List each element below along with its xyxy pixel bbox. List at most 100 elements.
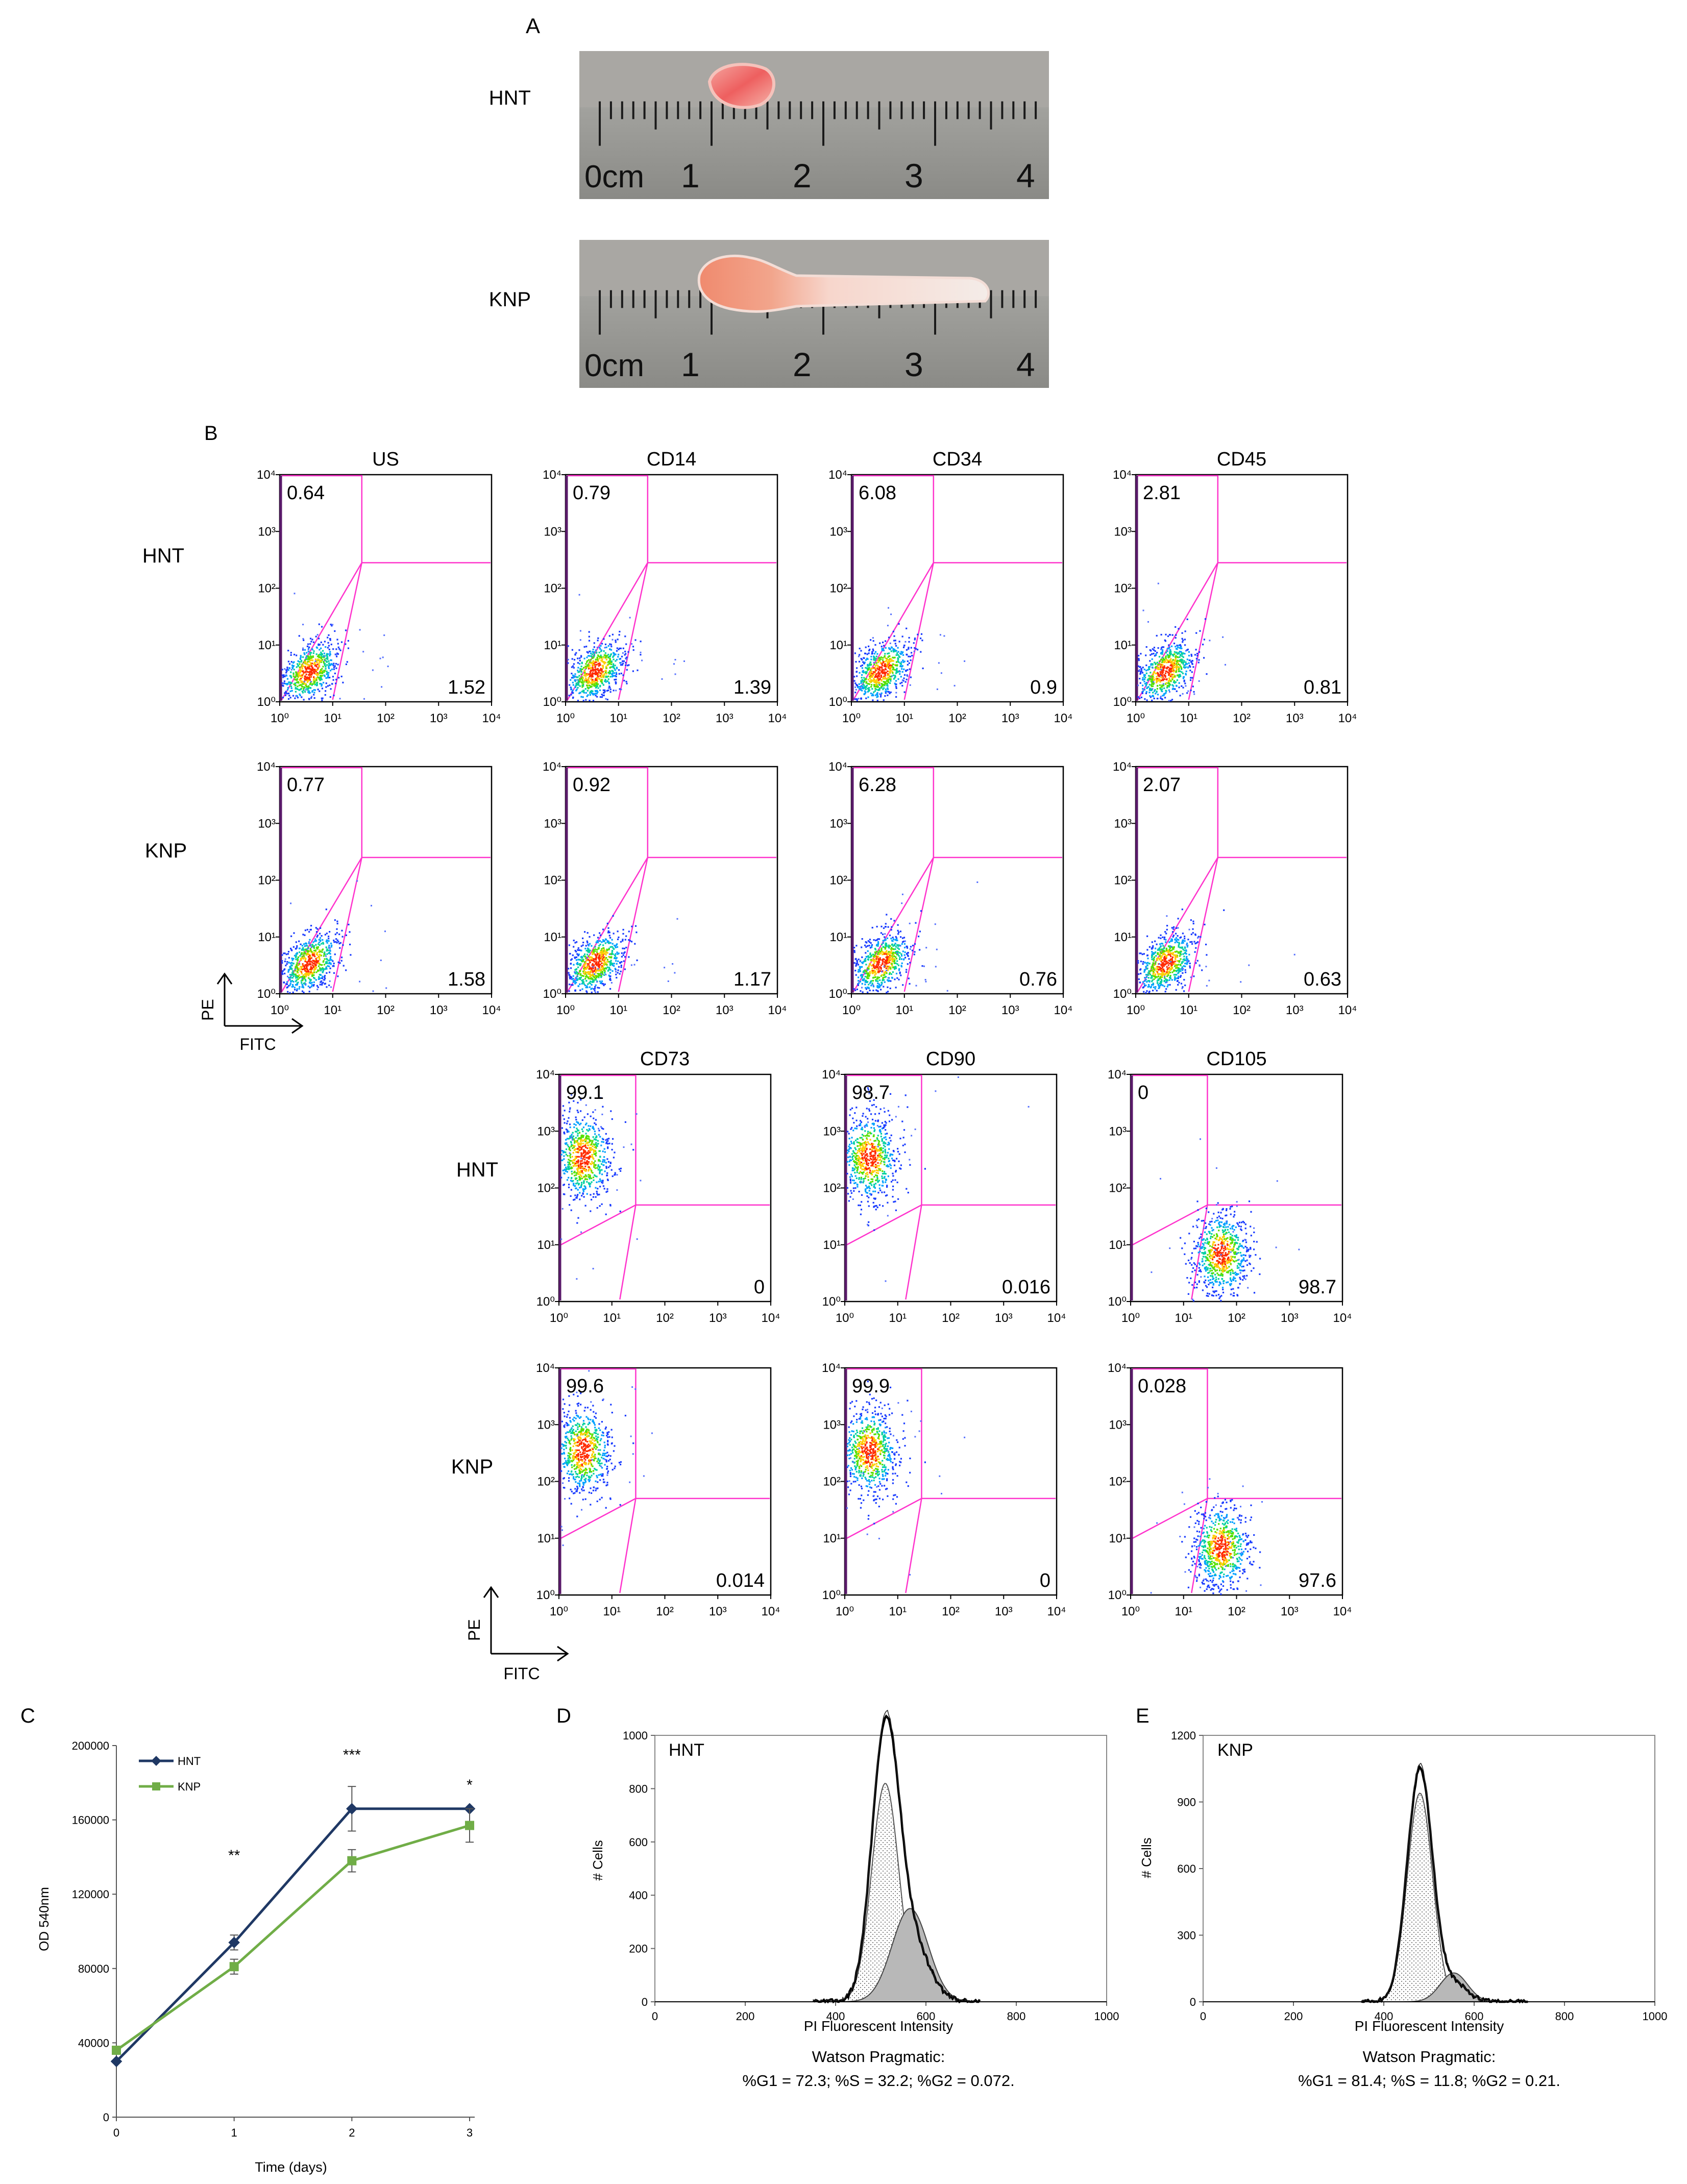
plot-title: CD90 <box>926 1048 975 1070</box>
x-tick-label: 10⁴ <box>761 1311 780 1325</box>
x-tick-label: 10⁴ <box>1047 1605 1066 1618</box>
e-x-tick-label: 400 <box>1375 2010 1393 2023</box>
x-tick-label: 10⁴ <box>1054 1003 1072 1017</box>
panel-c-xlabel: Time (days) <box>255 2160 327 2175</box>
gate-percent-upper: 6.08 <box>859 482 896 504</box>
x-tick-label: 10² <box>1233 711 1251 725</box>
plot-frame <box>1130 1367 1343 1596</box>
x-tick-label: 10³ <box>430 711 448 725</box>
gate-percent-upper: 2.81 <box>1143 482 1181 504</box>
gate-percent-lower: 0.63 <box>1304 969 1341 990</box>
x-tick-label: 10⁰ <box>836 1605 854 1618</box>
y-tick-label: 10⁴ <box>257 760 276 774</box>
e-x-tick-label: 0 <box>1200 2010 1206 2023</box>
flow-plot-cd14-hnt: 10⁰ 10⁰ 10¹ 10¹ 10² 10² 10³ 10³ 10⁴ 10⁴ CD14 0.79 1.… <box>543 449 787 725</box>
x-tick-label: 10⁰ <box>842 1003 861 1017</box>
gate-lower-right <box>332 562 491 700</box>
e-y-tick-label: 1200 <box>1171 1729 1196 1742</box>
x-tick-label: 10² <box>377 1003 395 1017</box>
x-tick-label: 10⁴ <box>482 1003 501 1017</box>
gate-lower-right <box>1188 562 1347 700</box>
d-y-tick-label: 200 <box>629 1943 648 1955</box>
y-tick-label: 10⁴ <box>1113 468 1132 482</box>
gate-lower-right <box>618 562 776 700</box>
gate-percent-lower: 0.014 <box>716 1570 765 1591</box>
x-tick-label: 10⁴ <box>1047 1311 1066 1325</box>
x-tick-label: 10² <box>656 1605 674 1618</box>
y-tick-label: 10⁰ <box>1113 987 1132 1001</box>
gate-percent-lower: 0.016 <box>1002 1277 1050 1298</box>
scatter-points <box>281 593 389 701</box>
x-tick-label: 10³ <box>709 1311 727 1325</box>
y-tick-label: 10³ <box>829 817 847 830</box>
x-tick-label: 10³ <box>1001 711 1019 725</box>
x-tick-label: 10¹ <box>1180 711 1197 725</box>
row-label-hnt-bottom: HNT <box>456 1159 498 1181</box>
gate-lower-right <box>1191 1498 1341 1593</box>
gate-percent-upper: 6.28 <box>859 774 896 796</box>
y-tick-label: 10² <box>1114 582 1132 596</box>
y-tick-label: 10³ <box>823 1418 841 1432</box>
y-tick-label: 10⁰ <box>536 1295 555 1309</box>
panel-d: D HNT # Cells PI Fluorescent Intensity W… <box>556 1705 1119 2090</box>
c-legend-marker <box>151 1756 161 1766</box>
gate-percent-lower: 98.7 <box>1299 1277 1336 1298</box>
y-tick-label: 10¹ <box>258 639 276 652</box>
d-x-tick-label: 400 <box>826 2010 845 2023</box>
ruler-label-2: 2 <box>793 346 812 383</box>
plot-title: CD73 <box>640 1048 690 1070</box>
ruler-label-4: 4 <box>1016 157 1035 194</box>
gate-percent-lower: 1.52 <box>448 677 485 698</box>
plot-frame <box>565 474 778 703</box>
plot-title: US <box>372 449 399 470</box>
c-point <box>347 1856 357 1866</box>
y-tick-label: 10³ <box>1109 1124 1127 1138</box>
x-tick-label: 10² <box>942 1311 960 1325</box>
y-tick-label: 10⁴ <box>822 1068 841 1082</box>
c-series-knp <box>112 1808 474 2055</box>
x-tick-label: 10⁰ <box>271 711 289 725</box>
axis-arrows-bottom <box>483 1586 569 1662</box>
flow-plot-cd105-hnt: 10⁰ 10⁰ 10¹ 10¹ 10² 10² 10³ 10³ 10⁴ 10⁴ CD105 0 98.7 <box>1108 1048 1352 1325</box>
c-significance: * <box>467 1777 473 1794</box>
panel-c: C OD 540nm Time (days) 04000080000120000… <box>20 1705 476 2175</box>
c-y-tick-label: 200000 <box>72 1739 109 1752</box>
flow-plot-cd34-hnt: 10⁰ 10⁰ 10¹ 10¹ 10² 10² 10³ 10³ 10⁴ 10⁴ CD34 6.08 0.… <box>828 449 1073 725</box>
x-tick-label: 10¹ <box>895 1003 913 1017</box>
c-x-tick-label: 2 <box>349 2126 355 2139</box>
scatter-points <box>846 1076 1030 1282</box>
x-tick-label: 10³ <box>709 1605 727 1618</box>
c-legend-label: KNP <box>178 1780 201 1793</box>
y-tick-label: 10³ <box>829 525 847 538</box>
ruler-label-0: 0cm <box>584 348 644 383</box>
y-tick-label: 10² <box>544 582 561 596</box>
x-tick-label: 10⁴ <box>1338 711 1357 725</box>
y-tick-label: 10⁴ <box>1113 760 1132 774</box>
gate-lower-right <box>619 1498 770 1593</box>
y-tick-label: 10² <box>823 1182 841 1195</box>
x-tick-label: 10⁰ <box>836 1311 854 1325</box>
gate-lower-right <box>903 856 1062 992</box>
gate-upper-left <box>1137 475 1219 700</box>
e-x-tick-label: 600 <box>1465 2010 1484 2023</box>
row-label-knp-bottom: KNP <box>451 1456 493 1478</box>
c-y-tick-label: 80000 <box>78 1962 109 1975</box>
panel-e: E KNP # Cells PI Fluorescent Intensity W… <box>1136 1705 1667 2090</box>
gate-percent-upper: 0 <box>1138 1082 1148 1103</box>
x-tick-label: 10² <box>942 1605 960 1618</box>
flow-plot-cd14-knp: 10⁰ 10⁰ 10¹ 10¹ 10² 10² 10³ 10³ 10⁴ 10⁴ 0.92 1.17 <box>543 760 787 1017</box>
x-tick-label: 10³ <box>995 1311 1013 1325</box>
y-tick-label: 10⁴ <box>1108 1068 1127 1082</box>
x-tick-label: 10⁴ <box>1333 1605 1352 1618</box>
x-tick-label: 10¹ <box>1175 1311 1192 1325</box>
e-model-fit <box>1361 1762 1528 2003</box>
x-tick-label: 10⁰ <box>1127 1003 1145 1017</box>
c-series-line <box>115 1807 470 2063</box>
panel-e-xlabel: PI Fluorescent Intensity <box>1355 2018 1504 2034</box>
y-tick-label: 10² <box>258 582 276 596</box>
y-tick-label: 10¹ <box>1109 1238 1127 1252</box>
gate-upper-left <box>1132 1074 1208 1245</box>
d-x-tick-label: 200 <box>736 2010 755 2023</box>
panel-d-xlabel: PI Fluorescent Intensity <box>804 2018 953 2034</box>
y-tick-label: 10⁴ <box>1108 1361 1127 1375</box>
